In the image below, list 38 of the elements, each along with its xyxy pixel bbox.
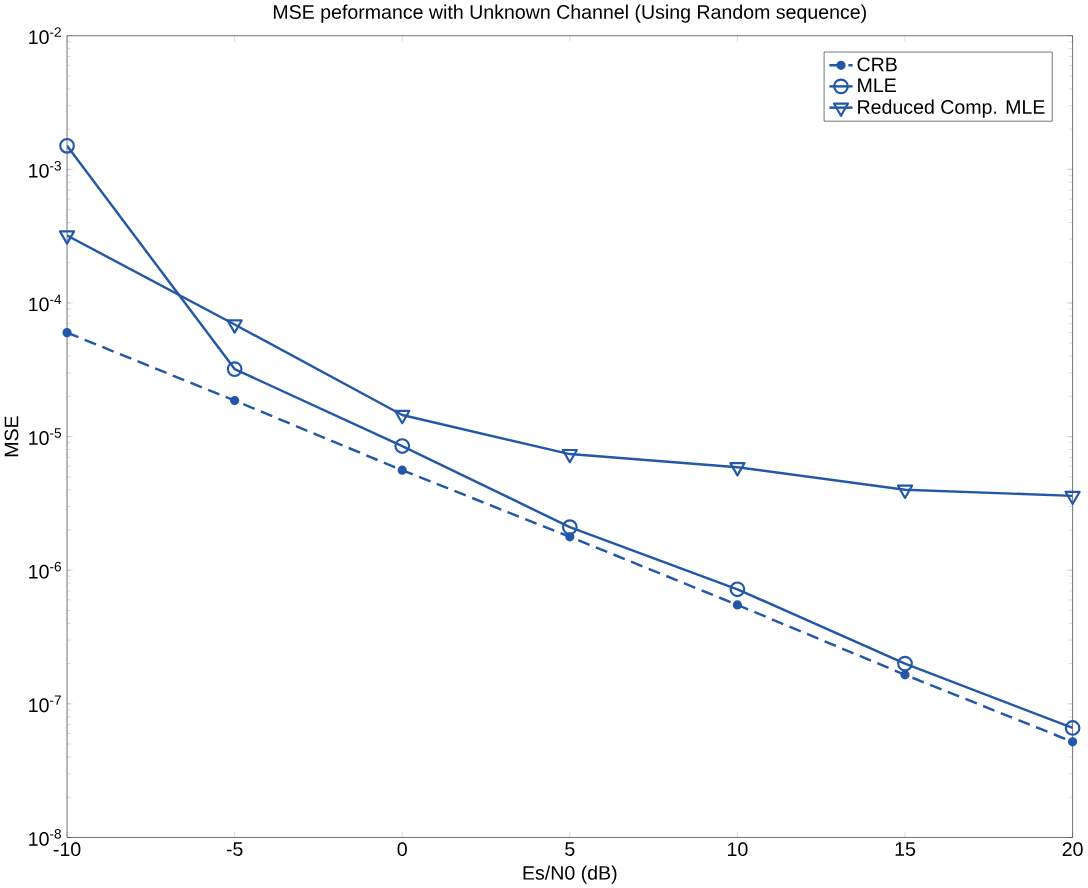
y-tick-label: 10$^{-7}$ <box>29 695 61 713</box>
point <box>1064 490 1081 506</box>
x-axis-title: Es/N0 (dB) <box>523 865 617 884</box>
point <box>896 484 914 499</box>
x-tick-label: -5 <box>226 842 243 856</box>
y-tick-label: 10$^{-2}$ <box>29 27 61 45</box>
legend-label: MLE <box>858 78 896 92</box>
point <box>729 461 746 477</box>
point <box>226 319 243 334</box>
point <box>59 137 75 154</box>
x-tick-label: 10 <box>728 842 748 857</box>
y-tick-label: 10$^{-3}$ <box>29 160 61 178</box>
point <box>900 670 910 680</box>
x-tick-label: 20 <box>1062 842 1083 857</box>
point <box>230 395 240 406</box>
point <box>394 438 411 454</box>
y-axis-title: MSE <box>4 416 19 457</box>
legend-label: Reduced Comp. MLE <box>858 99 1045 118</box>
x-tick-label: 0 <box>397 842 407 857</box>
point <box>732 600 743 610</box>
point <box>561 519 578 535</box>
x-tick-label: 15 <box>895 842 916 856</box>
y-tick-label: 10$^{-6}$ <box>29 561 61 579</box>
chart-title: MSE peformance with Unknown Channel (Using Random sequence) <box>273 4 866 23</box>
point <box>729 581 746 598</box>
point <box>394 409 411 425</box>
point <box>561 448 578 464</box>
x-tick-label: 5 <box>565 842 575 856</box>
point <box>58 230 76 245</box>
point <box>897 655 913 672</box>
legend-label: CRB <box>857 57 897 72</box>
point <box>62 327 72 338</box>
point <box>1064 719 1081 736</box>
y-tick-label: 10$^{-5}$ <box>29 428 61 445</box>
point <box>397 465 407 475</box>
point <box>226 361 243 377</box>
point <box>1067 737 1078 747</box>
y-tick-label: 10$^{-4}$ <box>29 294 62 312</box>
